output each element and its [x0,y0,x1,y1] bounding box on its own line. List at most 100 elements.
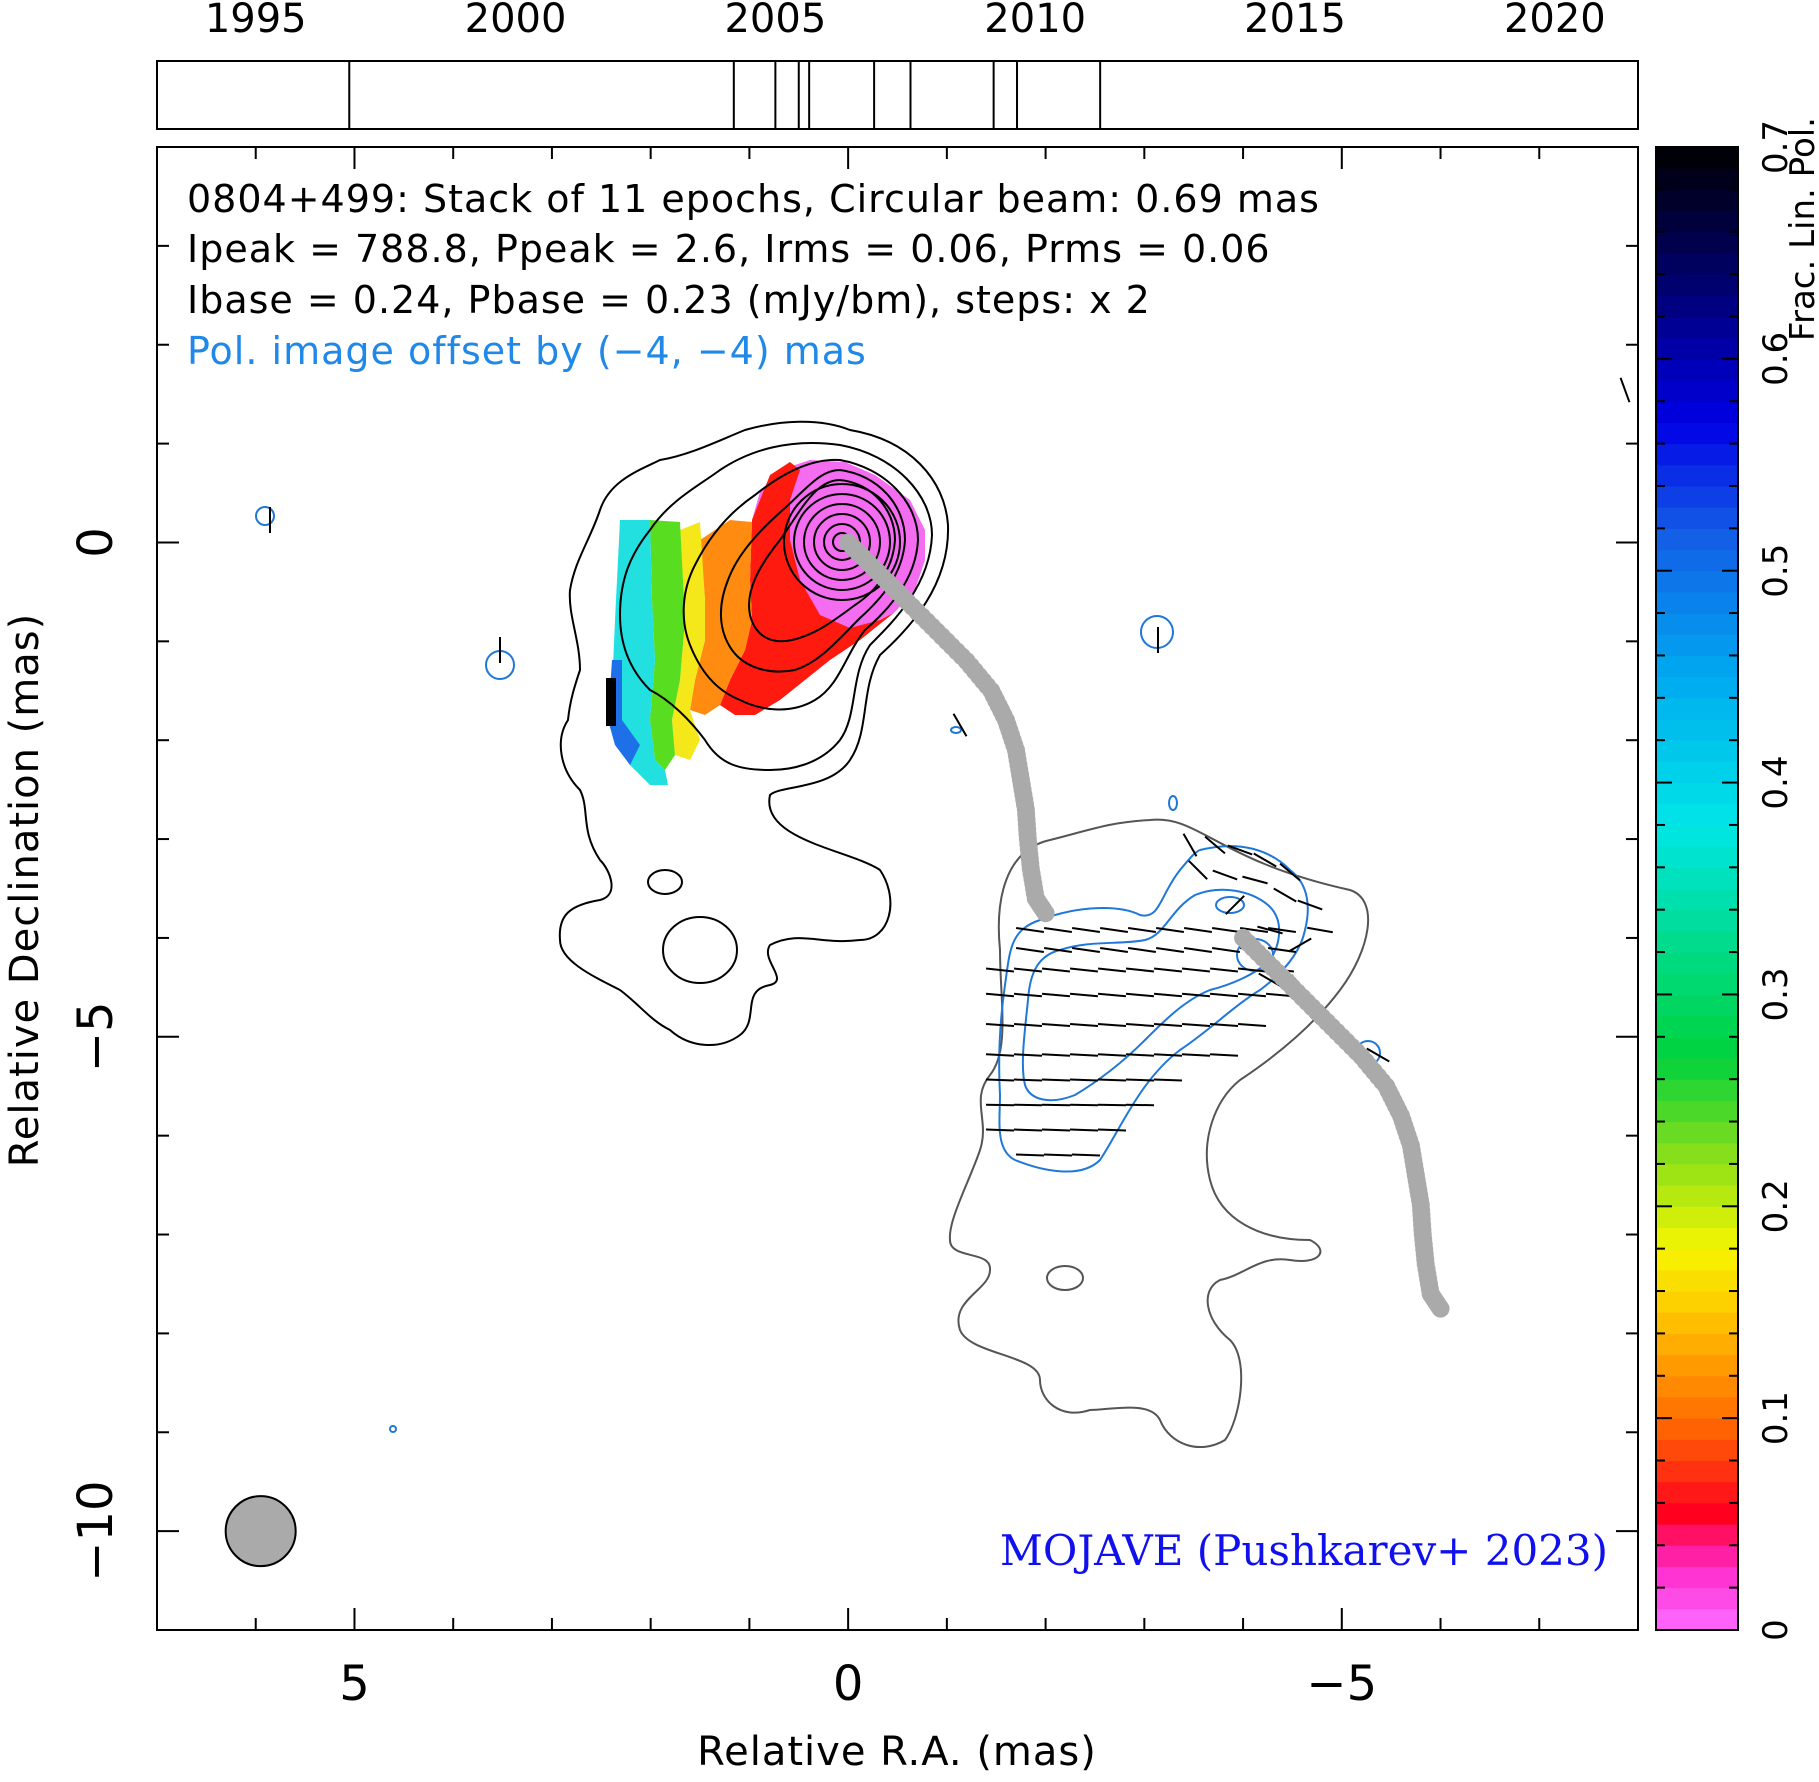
colorbar-step [1656,507,1738,529]
colorbar-step [1656,1482,1738,1504]
colorbar: 00.10.20.30.40.50.60.7 Frac. Lin. Pol. [1656,117,1819,1641]
credit-label: MOJAVE (Pushkarev+ 2023) [1000,1526,1608,1575]
evpa-stick [1016,1155,1044,1156]
colorbar-step [1656,1355,1738,1377]
colorbar-tick-label: 0.2 [1756,1179,1796,1233]
evpa-stick [986,1130,1014,1131]
timeline-year-label: 2005 [724,0,826,42]
evpa-stick [1098,1080,1126,1081]
colorbar-step [1656,994,1738,1016]
colorbar-step [1656,1503,1738,1525]
colorbar-step [1656,592,1738,614]
header-line-2: Ipeak = 788.8, Ppeak = 2.6, Irms = 0.06,… [187,227,1271,271]
evpa-stick [1126,1080,1154,1081]
colorbar-step [1656,1291,1738,1313]
y-tick-label: −5 [68,1001,124,1072]
offset-note: Pol. image offset by (−4, −4) mas [187,329,867,373]
ridge-point-pol [1432,1300,1450,1318]
colorbar-step [1656,1461,1738,1483]
x-tick-label: 0 [833,1656,864,1712]
colorbar-step [1656,825,1738,847]
header-line-3: Ibase = 0.24, Pbase = 0.23 (mJy/bm), ste… [187,278,1151,322]
colorbar-step [1656,295,1738,317]
colorbar-step [1656,1227,1738,1249]
colorbar-step [1656,867,1738,889]
colorbar-step [1656,316,1738,338]
colorbar-step [1656,1206,1738,1228]
y-tick-label: 0 [68,527,124,558]
header-line-1: 0804+499: Stack of 11 epochs, Circular b… [187,177,1320,221]
colorbar-step [1656,846,1738,868]
colorbar-step [1656,655,1738,677]
x-tick-label: 5 [339,1656,370,1712]
evpa-stick [1014,1080,1042,1081]
beam-ellipse [226,1496,296,1566]
colorbar-step [1656,571,1738,593]
colorbar-step [1656,422,1738,444]
timeline-epoch-marks [349,61,1100,129]
colorbar-step [1656,973,1738,995]
colorbar-tick-label: 0.3 [1756,967,1796,1021]
colorbar-step [1656,1249,1738,1271]
evpa-stick [1098,1130,1126,1131]
colorbar-step [1656,1397,1738,1419]
colorbar-step [1656,211,1738,233]
colorbar-step [1656,1185,1738,1207]
colorbar-step [1656,698,1738,720]
colorbar-step [1656,804,1738,826]
timeline-year-label: 1995 [205,0,307,42]
colorbar-tick-label: 0.1 [1756,1391,1796,1445]
colorbar-step [1656,1333,1738,1355]
colorbar-label: Frac. Lin. Pol. [1783,117,1819,341]
colorbar-step [1656,1164,1738,1186]
colorbar-step [1656,1100,1738,1122]
colorbar-step [1656,1058,1738,1080]
colorbar-tick-label: 0.5 [1756,544,1796,598]
y-axis-title: Relative Declination (mas) [2,613,48,1167]
colorbar-step [1656,232,1738,254]
colorbar-step [1656,1270,1738,1292]
colorbar-step [1656,380,1738,402]
colorbar-step [1656,740,1738,762]
map-plot: 0804+499: Stack of 11 epochs, Circular b… [68,147,1638,1712]
colorbar-step [1656,486,1738,508]
colorbar-tick-label: 0 [1756,1619,1796,1641]
colorbar-step [1656,1376,1738,1398]
x-tick-label: −5 [1306,1656,1377,1712]
colorbar-step [1656,634,1738,656]
colorbar-step [1656,274,1738,296]
colorbar-step [1656,189,1738,211]
ridge-point-main [1037,904,1055,922]
x-axis-title: Relative R.A. (mas) [697,1729,1097,1775]
colorbar-step [1656,1143,1738,1165]
colorbar-step [1656,147,1738,169]
evpa-stick [986,1080,1014,1081]
colorbar-step [1656,253,1738,275]
colorbar-step [1656,719,1738,741]
colorbar-step [1656,1037,1738,1059]
colorbar-step [1656,1439,1738,1461]
colorbar-step [1656,613,1738,635]
colorbar-step [1656,1122,1738,1144]
colorbar-step [1656,1079,1738,1101]
colorbar-step [1656,910,1738,932]
colorbar-step [1656,1545,1738,1567]
colorbar-step [1656,444,1738,466]
colorbar-step [1656,1588,1738,1610]
colorbar-tick-label: 0.4 [1756,756,1796,810]
colorbar-step [1656,1016,1738,1038]
colorbar-step [1656,465,1738,487]
colorbar-step [1656,761,1738,783]
colorbar-step [1656,550,1738,572]
evpa-stick [1070,1130,1098,1131]
evpa-stick [1014,1130,1042,1131]
colorbar-step [1656,783,1738,805]
timeline-year-label: 2015 [1244,0,1346,42]
colorbar-step [1656,931,1738,953]
timeline-year-label: 2020 [1504,0,1606,42]
evpa-stick [1072,1155,1100,1156]
timeline-box [157,61,1638,129]
timeline-year-label: 2000 [465,0,567,42]
evpa-stick [1042,1130,1070,1131]
